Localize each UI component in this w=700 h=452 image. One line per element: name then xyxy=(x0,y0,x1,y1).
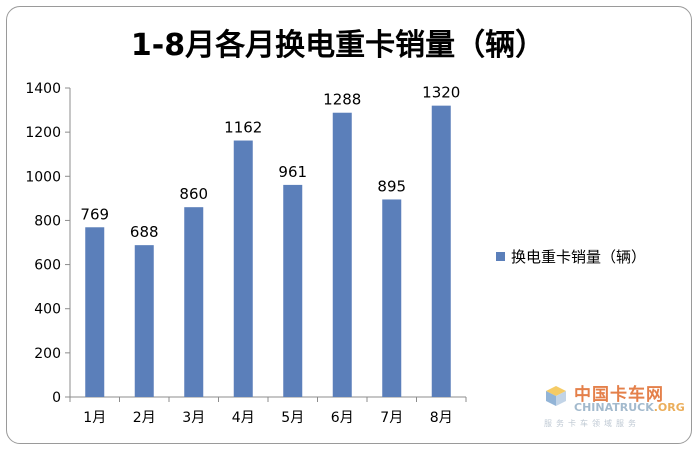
x-tick-label: 8月 xyxy=(430,410,453,426)
data-label: 1162 xyxy=(224,119,262,137)
bar xyxy=(382,199,402,397)
bar xyxy=(283,184,303,397)
watermark-logo: 中国卡车网 CHINATRUCK.ORG 服务卡车领域服务 xyxy=(544,378,685,436)
y-tick-label: 400 xyxy=(34,302,61,318)
bar xyxy=(431,105,451,398)
data-label: 961 xyxy=(278,163,307,181)
watermark-name-en: CHINATRUCK.ORG xyxy=(574,401,685,414)
x-tick-label: 1月 xyxy=(83,410,106,426)
x-tick-label: 5月 xyxy=(281,410,304,426)
bar xyxy=(233,140,253,397)
x-tick-label: 2月 xyxy=(133,410,156,426)
data-label: 688 xyxy=(130,223,159,241)
y-tick-label: 0 xyxy=(52,390,61,406)
legend-label: 换电重卡销量（辆） xyxy=(511,248,646,266)
y-tick-label: 1400 xyxy=(25,81,61,97)
bar xyxy=(184,207,204,397)
bar xyxy=(134,245,154,397)
data-label: 860 xyxy=(179,185,208,203)
watermark-tagline: 服务卡车领域服务 xyxy=(544,419,640,428)
x-axis: 1月 2月 3月 4月 5月 6月 7月 8月 xyxy=(69,396,467,426)
legend: 换电重卡销量（辆） xyxy=(496,248,646,266)
y-tick-label: 200 xyxy=(34,346,61,362)
legend-swatch xyxy=(496,252,505,261)
data-label: 769 xyxy=(80,205,109,223)
y-tick-label: 1200 xyxy=(25,125,61,141)
chart-title: 1-8月各月换电重卡销量（辆） xyxy=(131,28,545,63)
watermark-name-en-suffix: .ORG xyxy=(653,401,685,414)
x-tick-label: 3月 xyxy=(182,410,205,426)
data-label: 1288 xyxy=(323,91,361,109)
y-tick-label: 1000 xyxy=(25,169,61,185)
y-axis: 0 200 400 600 800 1000 1200 1400 xyxy=(25,81,71,406)
data-label: 895 xyxy=(377,177,406,195)
truck-cube-icon xyxy=(546,386,566,406)
x-tick-label: 4月 xyxy=(232,410,255,426)
bar xyxy=(332,112,352,397)
watermark-name-en-main: CHINATRUCK xyxy=(574,401,654,414)
y-tick-label: 800 xyxy=(34,213,61,229)
x-tick-label: 6月 xyxy=(331,410,354,426)
y-tick-label: 600 xyxy=(34,258,61,274)
watermark-name-cn: 中国卡车网 xyxy=(574,385,664,405)
bar xyxy=(85,227,105,397)
x-tick-label: 7月 xyxy=(380,410,403,426)
bar-series: 769 688 860 1162 961 1288 895 1320 xyxy=(80,84,460,398)
data-label: 1320 xyxy=(422,84,460,102)
